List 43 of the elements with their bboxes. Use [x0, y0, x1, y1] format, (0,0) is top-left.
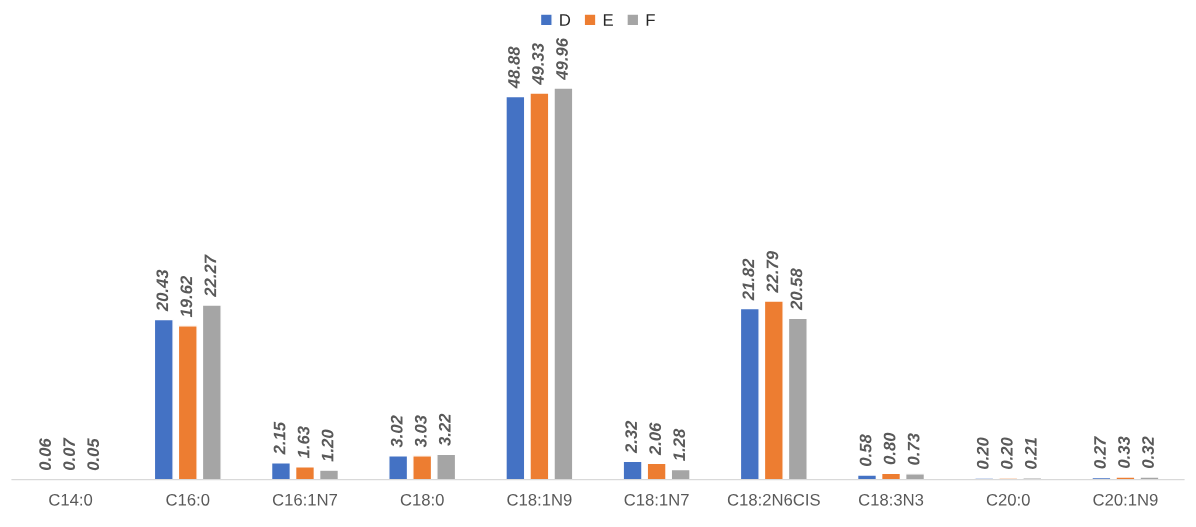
data-label: 3.02 — [390, 415, 403, 448]
x-tick-label: C20:1N9 — [1093, 493, 1158, 506]
legend-label: F — [646, 14, 655, 26]
data-label: 48.88 — [508, 46, 520, 89]
data-label: 0.32 — [1142, 436, 1154, 469]
data-label: 0.33 — [1118, 436, 1130, 468]
data-label: 0.20 — [1000, 437, 1013, 469]
data-label: 49.33 — [532, 43, 544, 85]
x-tick-label: C18:1N7 — [624, 493, 689, 506]
x-tick-label: C18:0 — [400, 493, 444, 506]
legend-label: E — [603, 14, 613, 26]
data-label: 3.03 — [414, 415, 427, 448]
data-label: 3.22 — [438, 413, 451, 446]
legend-label: D — [560, 14, 571, 26]
data-label: 0.06 — [39, 438, 52, 471]
data-label: 0.80 — [883, 432, 896, 465]
data-label: 2.15 — [273, 421, 286, 455]
data-label: 20.43 — [156, 269, 169, 312]
data-label: 0.21 — [1024, 438, 1037, 469]
x-tick-label: C20:0 — [986, 493, 1030, 506]
data-label: 20.58 — [790, 268, 803, 311]
data-label: 19.62 — [180, 275, 193, 318]
data-label: 1.63 — [297, 426, 310, 459]
data-label: 22.27 — [204, 254, 217, 297]
data-label: 2.06 — [649, 422, 662, 456]
x-tick-label: C18:1N9 — [507, 493, 572, 506]
data-label: 49.96 — [556, 37, 568, 81]
x-tick-label: C16:0 — [166, 493, 210, 506]
data-label: 1.20 — [321, 429, 334, 462]
data-label: 0.58 — [859, 434, 872, 466]
data-label: 0.07 — [63, 437, 76, 470]
data-label: 21.82 — [742, 258, 755, 301]
data-label: 1.28 — [673, 428, 686, 461]
data-label: 0.73 — [907, 433, 920, 465]
data-label: 2.32 — [625, 420, 638, 454]
data-label: 0.27 — [1094, 436, 1106, 469]
x-tick-label: C18:3N3 — [858, 493, 924, 506]
x-tick-label: C18:2N6CIS — [727, 493, 820, 506]
data-label: 0.20 — [976, 437, 989, 469]
data-label: 0.05 — [87, 438, 100, 471]
data-label: 22.79 — [766, 251, 779, 293]
x-tick-label: C16:1N7 — [272, 493, 338, 506]
x-tick-label: C14:0 — [49, 493, 93, 506]
